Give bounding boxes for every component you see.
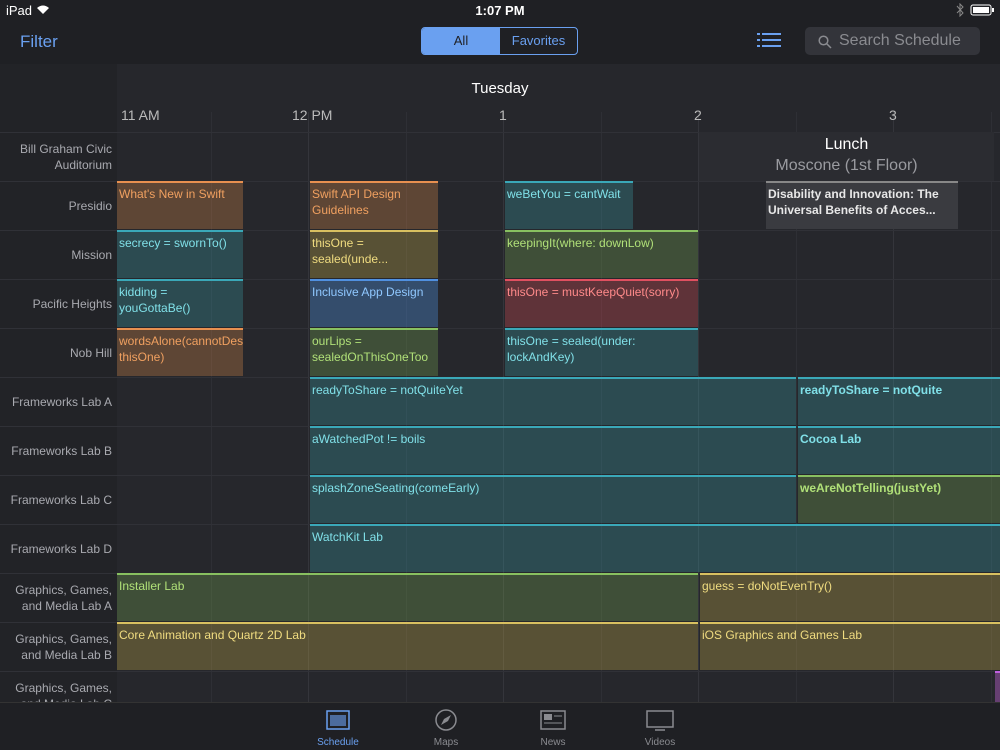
room-label: Frameworks Lab D [10, 541, 112, 556]
room-label: Frameworks Lab A [11, 394, 112, 409]
time-label: 3 [889, 107, 897, 123]
search-field[interactable]: Search Schedule [805, 27, 980, 55]
event[interactable]: readyToShare = notQuite [798, 377, 1000, 425]
event[interactable]: aWatchedPot != boils [310, 426, 796, 474]
segmented-control: All Favorites [421, 27, 578, 55]
event[interactable]: Swift API Design Guidelines [310, 181, 438, 229]
time-grid-line [503, 112, 504, 702]
room-label: Nob Hill [69, 345, 112, 360]
room-label: Frameworks Lab B [11, 443, 112, 458]
event[interactable]: thisOne = mustKeepQuiet(sorry) [505, 279, 698, 327]
row-line [0, 181, 1000, 182]
wifi-icon [37, 5, 49, 14]
row-line [0, 279, 1000, 280]
tab-button[interactable]: Maps [406, 703, 486, 750]
tab-icon [435, 709, 457, 731]
event[interactable]: secrecy = swornTo() [117, 230, 243, 278]
time-grid-line [990, 112, 992, 702]
time-grid-line [600, 112, 602, 702]
event[interactable]: kidding = youGottaBe() [117, 279, 243, 327]
tab-button[interactable]: Schedule [298, 703, 378, 750]
time-label: 12 PM [292, 107, 333, 123]
tab-button[interactable]: Videos [620, 703, 700, 750]
event[interactable]: WatchKit Lab [310, 524, 1000, 572]
event[interactable]: What's New in Swift [117, 181, 243, 229]
event[interactable]: ourLips = sealedOnThisOneToo [310, 328, 438, 376]
event[interactable]: splashZoneSeating(comeEarly) [310, 475, 796, 523]
nav-bar: Filter All Favorites Search Schedule [0, 20, 1000, 64]
tab-label: Maps [433, 737, 459, 748]
tab-icon [646, 710, 674, 731]
room-label: Bill Graham Civic Auditorium [19, 141, 112, 172]
room-label: Presidio [68, 198, 112, 213]
row-line [0, 230, 1000, 231]
time-grid-line [405, 112, 407, 702]
event[interactable]: wordsAlone(cannotDescribe: thisOne) [117, 328, 243, 376]
status-bar: iPad 1:07 PM [0, 0, 1000, 20]
time-grid-line [210, 112, 212, 702]
device: iPad [6, 3, 33, 18]
list-icon[interactable] [757, 31, 781, 49]
time-label: 1 [499, 107, 507, 123]
event[interactable]: keepingIt(where: downLow) [505, 230, 698, 278]
room-label: Mission [71, 247, 112, 262]
time-grid-line [795, 112, 797, 702]
tab-bar: Schedule Maps News Videos [0, 702, 1000, 750]
tab-icon [540, 710, 566, 730]
time-grid-line [308, 112, 309, 702]
row-line [0, 328, 1000, 329]
tab-label: News [540, 737, 566, 748]
room-label: Graphics, Games, and Media Lab B [15, 631, 112, 662]
lunch-block: Lunch Moscone (1st Floor) [699, 132, 994, 181]
event[interactable]: Core Animation and Quartz 2D Lab [117, 622, 698, 670]
tab-icon [326, 710, 350, 730]
segment-favorites[interactable]: Favorites [511, 33, 566, 48]
row-line [0, 671, 1000, 672]
event[interactable]: Cocoa Lab [798, 426, 1000, 474]
room-label: Graphics, Games, and Media Lab A [15, 582, 112, 613]
room-label: Pacific Heights [32, 296, 112, 311]
event[interactable]: guess = doNotEvenTry() [700, 573, 1000, 621]
time-grid-line [698, 112, 699, 702]
event[interactable]: Inclusive App Design [310, 279, 438, 327]
room-label: Frameworks Lab C [10, 492, 112, 507]
time-grid-line [893, 112, 894, 702]
room-label: Graphics, Games, and Media Lab C [15, 680, 112, 703]
event[interactable]: weAreNotTelling(justYet) [798, 475, 1000, 523]
event-edge [995, 671, 1000, 702]
battery-icon [956, 3, 994, 17]
tab-label: Videos [644, 737, 676, 748]
event[interactable]: readyToShare = notQuiteYet [310, 377, 796, 425]
room-column [0, 64, 117, 702]
event[interactable]: Disability and Innovation: The Universal… [766, 181, 958, 229]
event[interactable]: thisOne = sealed(under: lockAndKey) [505, 328, 698, 376]
lunch-location: Moscone (1st Floor) [775, 157, 918, 174]
time-label: 2 [694, 107, 702, 123]
filter-button[interactable]: Filter [20, 32, 58, 51]
search-icon [818, 35, 832, 49]
day-label: Tuesday [471, 80, 529, 97]
tab-button[interactable]: News [513, 703, 593, 750]
lunch-title: Lunch [824, 136, 869, 153]
schedule-grid: Tuesday 11 AM 12 PM 1 2 3 Bill Graham Civic A… [0, 64, 1000, 702]
search-placeholder: Search Schedule [839, 32, 961, 49]
clock: 1:07 PM [475, 3, 525, 18]
event[interactable]: thisOne = sealed(unde... [310, 230, 438, 278]
time-label: 11 AM [121, 107, 160, 123]
event[interactable]: weBetYou = cantWait [505, 181, 633, 229]
event[interactable]: Installer Lab [117, 573, 698, 621]
event[interactable]: iOS Graphics and Games Lab [700, 622, 1000, 670]
segment-all[interactable]: All [422, 28, 500, 54]
tab-label: Schedule [317, 737, 359, 748]
row-line [0, 132, 1000, 133]
